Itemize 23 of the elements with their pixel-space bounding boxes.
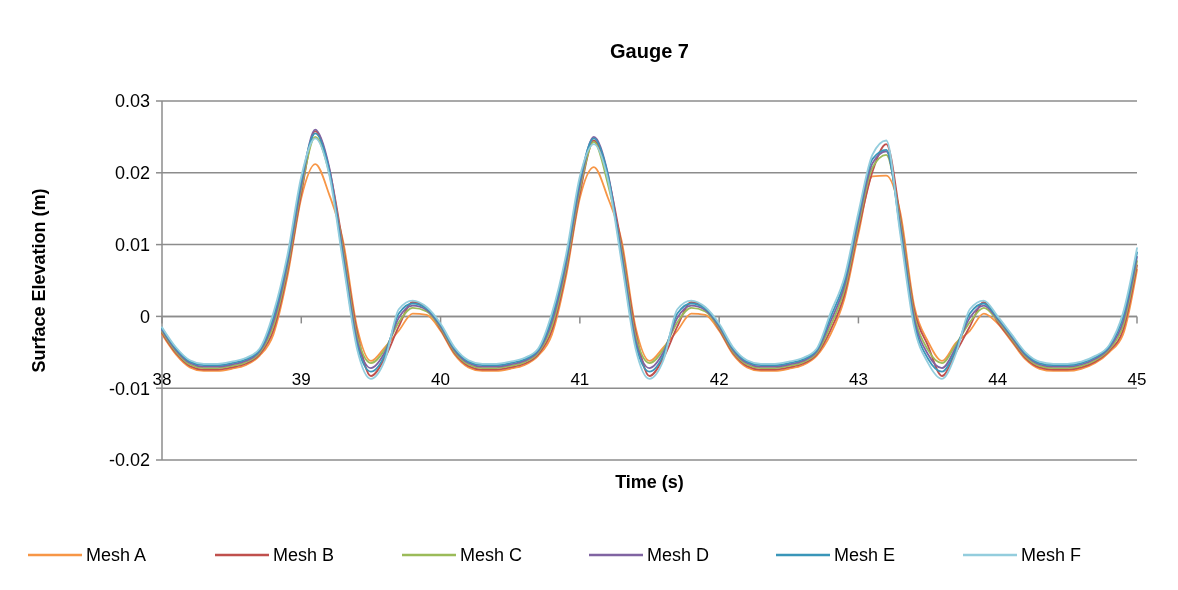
chart-title: Gauge 7 [610, 40, 689, 62]
legend-label: Mesh D [647, 545, 710, 566]
x-tick-label: 39 [291, 370, 311, 390]
x-tick-label: 38 [152, 370, 172, 390]
x-tick-label: 45 [1127, 370, 1147, 390]
x-axis-title: Time (s) [615, 472, 684, 492]
y-tick-label: 0.01 [114, 234, 150, 255]
y-tick-label: 0.03 [114, 91, 150, 112]
legend-label: Mesh A [86, 545, 147, 566]
y-tick-label: -0.02 [108, 450, 150, 471]
legend-label: Mesh F [1021, 545, 1082, 566]
y-tick-label: -0.01 [108, 378, 150, 399]
legend-label: Mesh C [460, 545, 523, 566]
y-axis-title: Surface Elevation (m) [29, 188, 49, 373]
y-tick-label: 0.02 [114, 163, 150, 184]
x-tick-label: 40 [431, 370, 451, 390]
legend-label: Mesh E [834, 545, 896, 566]
x-tick-label: 44 [988, 370, 1008, 390]
legend-label: Mesh B [273, 545, 335, 566]
y-tick-label: 0 [139, 306, 150, 327]
x-tick-label: 43 [848, 370, 868, 390]
x-tick-label: 41 [570, 370, 590, 390]
x-tick-label: 42 [709, 370, 729, 390]
